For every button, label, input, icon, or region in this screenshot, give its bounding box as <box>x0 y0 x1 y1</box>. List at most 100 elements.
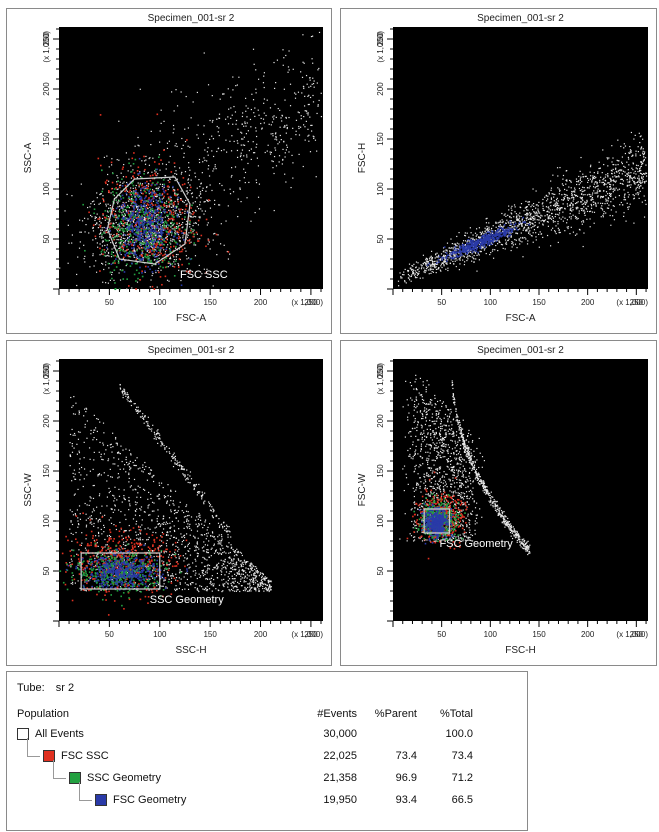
event-dot <box>214 199 216 202</box>
event-dot <box>123 202 126 205</box>
event-dot <box>187 145 189 147</box>
event-dot <box>537 212 539 214</box>
gate-outline[interactable] <box>106 176 191 265</box>
event-dot <box>169 229 171 232</box>
event-dot <box>142 257 145 259</box>
event-dot <box>606 207 609 209</box>
event-dot <box>151 223 154 226</box>
event-dot <box>237 198 239 200</box>
event-dot <box>576 183 578 186</box>
event-dot <box>608 157 610 159</box>
event-dot <box>627 169 629 171</box>
event-dot <box>578 183 580 186</box>
event-dot <box>490 240 492 242</box>
event-dot <box>532 215 534 218</box>
event-dot <box>507 221 509 223</box>
event-dot <box>182 200 184 203</box>
event-dot <box>107 218 110 220</box>
event-dot <box>160 238 163 240</box>
event-dot <box>99 270 101 272</box>
event-dot <box>203 201 205 203</box>
event-dot <box>487 227 489 229</box>
event-dot <box>127 204 129 206</box>
event-dot <box>466 251 469 253</box>
event-dot <box>405 282 407 284</box>
event-dot <box>240 200 242 203</box>
event-dot <box>609 177 611 179</box>
event-dot <box>537 210 539 212</box>
event-dot <box>122 247 125 250</box>
event-dot <box>205 218 208 221</box>
event-dot <box>117 228 120 231</box>
event-dot <box>254 212 256 214</box>
event-dot <box>431 270 433 273</box>
event-dot <box>146 220 148 222</box>
event-dot <box>128 228 130 231</box>
event-dot <box>166 193 169 195</box>
event-dot <box>99 164 102 167</box>
event-dot <box>190 186 192 189</box>
event-dot <box>472 248 475 251</box>
event-dot <box>136 228 138 231</box>
event-dot <box>629 176 632 178</box>
event-dot <box>536 214 538 216</box>
event-dot <box>189 223 191 225</box>
event-dot <box>159 236 162 239</box>
event-dot <box>572 203 574 205</box>
event-dot <box>112 251 115 254</box>
event-dot <box>458 243 460 245</box>
event-dot <box>94 217 96 220</box>
event-dot <box>142 192 144 195</box>
event-dot <box>241 149 244 151</box>
event-dot <box>459 252 462 255</box>
event-dot <box>154 170 156 172</box>
event-dot <box>144 219 146 222</box>
event-dot <box>154 216 156 218</box>
x-tick-label: 150 <box>203 298 217 307</box>
event-dot <box>147 207 149 209</box>
event-dot <box>237 142 239 144</box>
event-dot <box>517 214 519 216</box>
event-dot <box>558 188 560 190</box>
event-dot <box>435 266 437 268</box>
event-dot <box>258 183 261 185</box>
event-dot <box>204 272 206 274</box>
event-dot <box>141 233 143 235</box>
event-dot <box>522 237 524 239</box>
event-dot <box>101 245 104 247</box>
event-dot <box>119 184 121 187</box>
event-dot <box>569 233 571 235</box>
event-dot <box>98 233 101 235</box>
event-dot <box>498 228 501 231</box>
event-dot <box>158 216 160 218</box>
event-dot <box>582 199 584 201</box>
event-dot <box>641 180 643 182</box>
event-dot <box>519 243 521 245</box>
event-dot <box>161 198 163 200</box>
event-dot <box>298 127 300 130</box>
event-dot <box>435 256 438 258</box>
event-dot <box>620 178 623 180</box>
event-dot <box>478 239 480 241</box>
event-dot <box>636 168 638 170</box>
event-dot <box>506 235 508 237</box>
event-dot <box>478 240 480 243</box>
event-dot <box>145 249 148 251</box>
event-dot <box>491 250 494 252</box>
event-dot <box>139 218 141 220</box>
event-dot <box>452 248 454 250</box>
event-dot <box>544 219 547 221</box>
event-dot <box>563 197 565 199</box>
event-dot <box>468 249 471 252</box>
event-dot <box>529 230 531 232</box>
event-dot <box>291 154 293 157</box>
event-dot <box>145 195 147 197</box>
event-dot <box>190 207 192 209</box>
event-dot <box>181 183 184 186</box>
event-dot <box>463 256 466 258</box>
event-dot <box>145 244 147 247</box>
event-dot <box>138 211 141 213</box>
event-dot <box>145 238 147 241</box>
event-dot <box>144 233 147 236</box>
event-dot <box>525 209 528 211</box>
